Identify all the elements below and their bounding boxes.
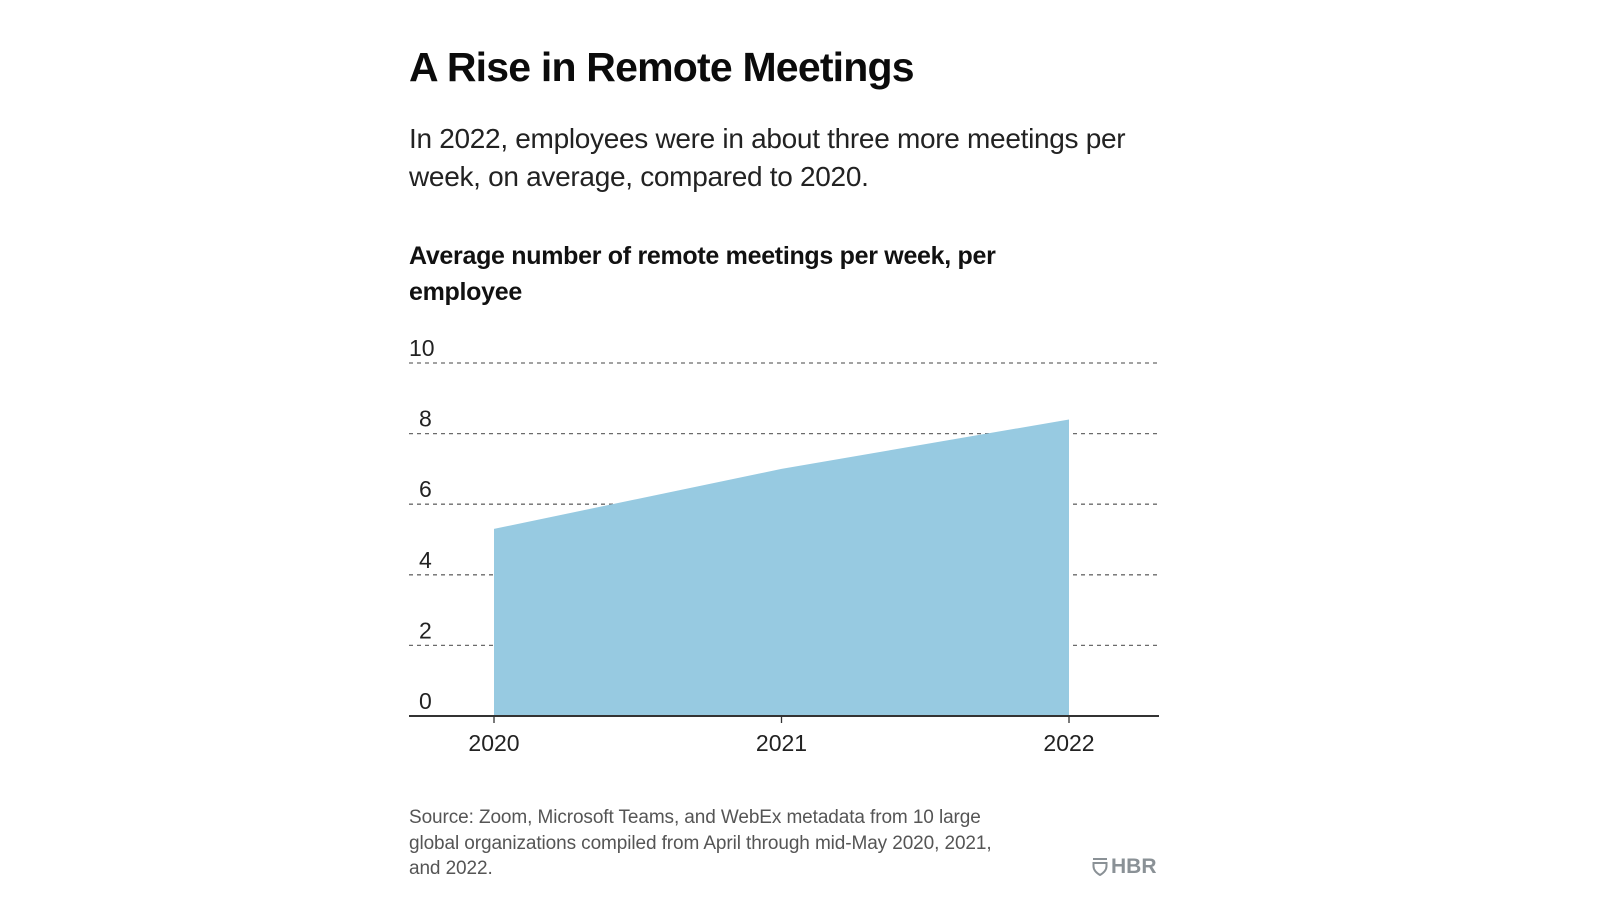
page-title: A Rise in Remote Meetings [409, 44, 915, 90]
x-axis-labels: 2020 2021 2022 [468, 730, 1094, 756]
y-axis-labels: 0 2 4 6 8 10 [409, 335, 435, 714]
page-subtitle: In 2022, employees were in about three m… [409, 123, 1126, 192]
y-tick-label: 8 [419, 406, 432, 432]
chart-title: Average number of remote meetings per we… [409, 242, 996, 306]
y-tick-label: 6 [419, 476, 432, 502]
logo-text: HBR [1111, 855, 1157, 878]
y-tick-label: 0 [419, 688, 432, 714]
x-tick-label: 2020 [468, 730, 519, 756]
area-chart: 0 2 4 6 8 10 2020 2021 2022 [409, 335, 1159, 756]
area-series [494, 419, 1069, 716]
area-fill [494, 419, 1069, 716]
y-tick-label: 4 [419, 547, 432, 573]
y-tick-label: 2 [419, 617, 432, 643]
x-tick-label: 2022 [1043, 730, 1094, 756]
shield-icon [1092, 858, 1108, 876]
x-axis [409, 715, 1159, 723]
y-tick-label: 10 [409, 335, 435, 361]
hbr-logo: HBR [1092, 855, 1157, 879]
x-tick-label: 2021 [756, 730, 807, 756]
source-note: Source: Zoom, Microsoft Teams, and WebEx… [409, 807, 992, 879]
